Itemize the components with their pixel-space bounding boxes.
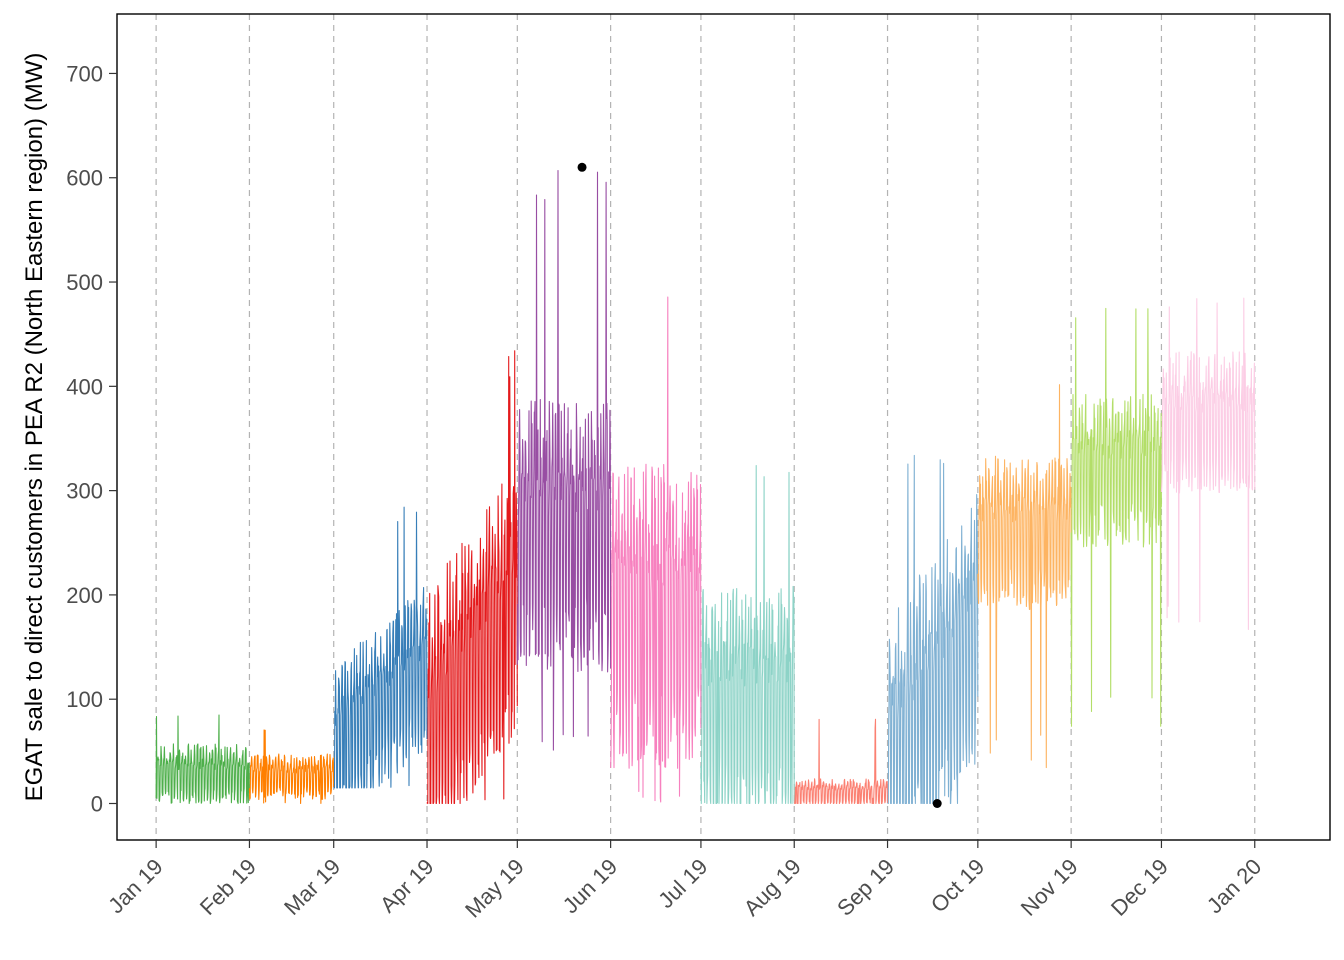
series-2019-08	[794, 718, 889, 805]
y-tick-label: 600	[66, 166, 103, 191]
series-2019-07	[700, 465, 795, 805]
series-2019-10	[977, 384, 1072, 769]
series-2019-04	[426, 350, 518, 805]
y-tick-label: 700	[66, 61, 103, 86]
plot-border	[116, 13, 1331, 841]
series-2019-09	[887, 454, 979, 805]
y-tick-label: 400	[66, 374, 103, 399]
series-2019-02	[248, 729, 335, 805]
series-2019-05	[516, 170, 612, 751]
series-2019-11	[1070, 307, 1162, 727]
y-tick-label: 500	[66, 270, 103, 295]
series-2019-03	[333, 506, 428, 789]
y-tick-label: 0	[91, 791, 103, 816]
y-tick-label: 200	[66, 583, 103, 608]
max-marker	[577, 162, 587, 172]
y-tick-label: 100	[66, 687, 103, 712]
marker-layer	[577, 162, 942, 808]
min-marker	[932, 798, 942, 808]
series-2019-01	[155, 714, 250, 805]
series-layer	[155, 170, 1256, 805]
series-2019-12	[1160, 297, 1256, 631]
series-2019-06	[610, 296, 702, 803]
y-tick-label: 300	[66, 479, 103, 504]
y-axis-title: EGAT sale to direct customers in PEA R2 …	[21, 53, 48, 802]
